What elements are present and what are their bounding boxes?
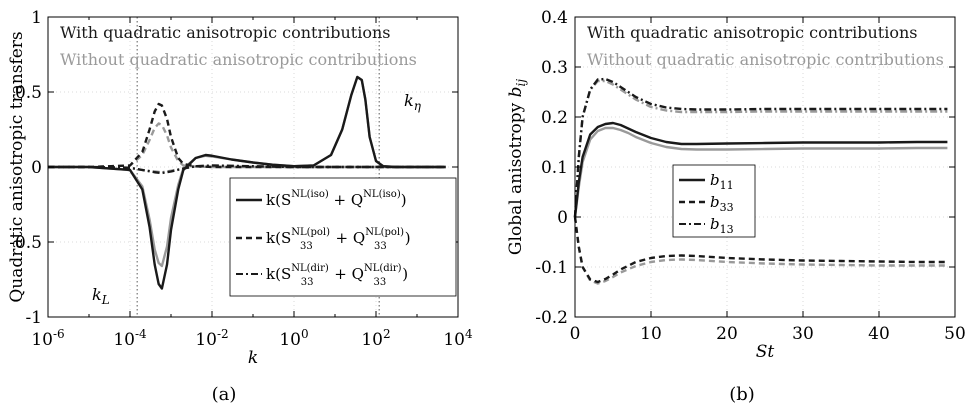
panel-b-series-line	[573, 126, 948, 218]
panel-b-ticks	[574, 16, 956, 318]
panel-a-ticks	[47, 16, 459, 318]
panel-a-ytick-label: -1	[25, 308, 42, 328]
panel-a-xtick-label: 100	[279, 327, 308, 350]
panel-a-ytick-label: 1	[31, 8, 42, 28]
panel-a-ytick-label: 0	[31, 158, 42, 178]
panel-a-legend-box	[229, 177, 457, 297]
panel-b-grid	[575, 17, 955, 317]
panel-b-ytick-label: 0.1	[541, 158, 568, 178]
panel-b-series-line	[573, 121, 948, 218]
panel-a-ylabel: Quadratic anisotropic transfers	[7, 31, 27, 302]
panel-b-ytick-label: -0.2	[535, 308, 568, 328]
panel-a-series-line	[48, 122, 446, 169]
panel-b-caption: (b)	[729, 384, 755, 405]
panel-b-xtick-label: 40	[868, 324, 890, 344]
panel-a-legend: k(SNL(iso) + QNL(iso)) k(SNL(pol) 33 + QN…	[229, 177, 457, 297]
panel-a-series	[48, 75, 446, 290]
panel-b-ytick-label: 0.2	[541, 108, 568, 128]
panel-b-header-with: With quadratic anisotropic contributions	[587, 23, 917, 42]
panel-a-xtick-label: 10-2	[195, 327, 228, 350]
panel-a-series-line	[48, 164, 446, 175]
panel-a-xtick-label: 10-6	[31, 327, 64, 350]
panel-a-ytick-label: 0.5	[15, 83, 42, 103]
panel-b-xlabel: St	[756, 342, 775, 362]
panel-a-annotation-keta: kη	[404, 91, 422, 113]
panel-a-xtick-label: 10-4	[113, 327, 147, 350]
panel-a-header-without: Without quadratic anisotropic contributi…	[60, 50, 417, 69]
panel-b-ytick-label: 0	[557, 208, 568, 228]
panel-b-ytick-label: -0.1	[535, 258, 568, 278]
panel-b-xtick-label: 0	[570, 324, 581, 344]
panel-a-annotation-kl: kL	[92, 285, 110, 307]
panel-a-caption: (a)	[212, 384, 237, 405]
panel-b-xtick-label: 50	[944, 324, 966, 344]
panel-b-legend: b11 b33 b13	[672, 164, 756, 238]
panel-a-series-line	[48, 75, 446, 290]
panel-a-ytick-label: -0.5	[9, 233, 42, 253]
panel-b-ytick-label: 0.4	[541, 8, 568, 28]
panel-b-ytick-label: 0.3	[541, 58, 568, 78]
panel-a-xtick-label: 104	[443, 327, 473, 350]
panel-b-ylabel: Global anisotropy bij	[506, 79, 528, 255]
panel-b-series-line	[573, 216, 948, 284]
panel-b-xtick-label: 10	[640, 324, 662, 344]
panel-b-xtick-label: 20	[716, 324, 738, 344]
panel-b-series-line	[573, 216, 948, 285]
panel-a-xtick-label: 102	[361, 327, 390, 350]
panel-a-xlabel: k	[248, 348, 258, 368]
panel-b-header-without: Without quadratic anisotropic contributi…	[587, 50, 944, 69]
panel-a-header-with: With quadratic anisotropic contributions	[60, 23, 390, 42]
panel-a-series-line	[48, 102, 446, 169]
panel-b-series-line	[573, 77, 948, 218]
panel-b-xtick-label: 30	[792, 324, 814, 344]
panel-b-series	[573, 77, 948, 285]
panel-b-legend-box	[672, 164, 756, 238]
panel-a: 10-6 10-4 10-2 100 102 104 1 0.5 0 -0.5 …	[7, 8, 473, 405]
panel-b: 0 10 20 30 40 50 0.4 0.3 0.2 0.1 0 -0.1 …	[506, 8, 966, 405]
